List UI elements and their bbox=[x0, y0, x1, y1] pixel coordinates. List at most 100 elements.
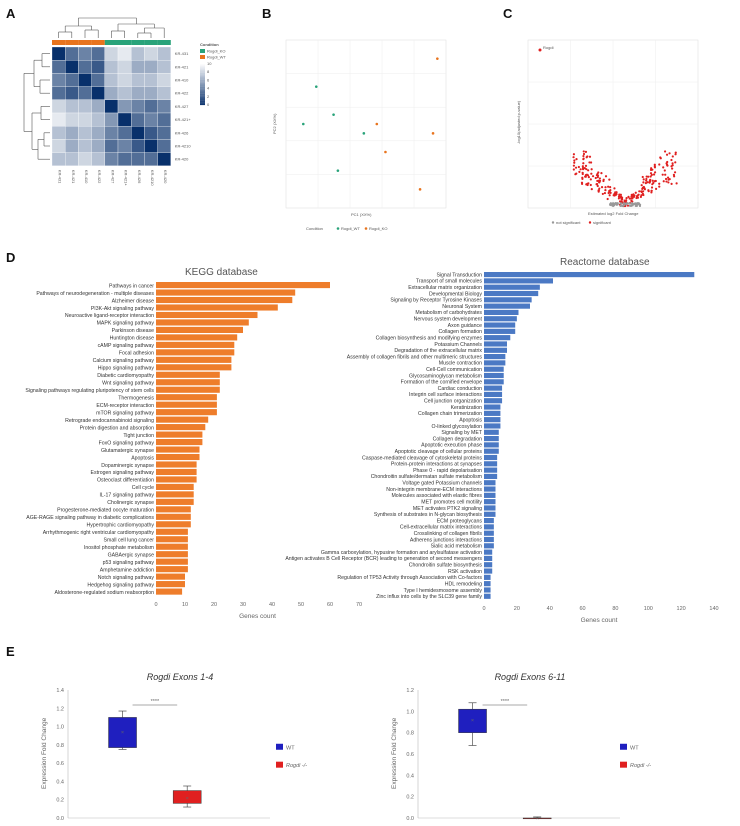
volcano-point bbox=[600, 171, 603, 175]
bar bbox=[156, 409, 217, 416]
volcano-point bbox=[600, 186, 604, 189]
bar bbox=[484, 518, 494, 524]
volcano-point bbox=[650, 186, 654, 189]
pca-point bbox=[418, 188, 422, 191]
volcano-point bbox=[613, 203, 616, 206]
color-scale-step bbox=[200, 100, 205, 103]
volcano-point bbox=[584, 175, 587, 178]
bar bbox=[156, 334, 238, 341]
volcano-point bbox=[587, 169, 590, 172]
bar-category-label: FoxO signaling pathway bbox=[99, 440, 155, 446]
volcano-point bbox=[573, 161, 576, 164]
box-mean-marker: × bbox=[186, 796, 189, 802]
bar-category-label: PI3K-Akt signaling pathway bbox=[91, 306, 155, 312]
bar-category-label: cAMP signaling pathway bbox=[98, 343, 155, 349]
volcano-point bbox=[586, 155, 589, 158]
heatmap-cell bbox=[78, 139, 92, 153]
volcano-point bbox=[596, 184, 599, 188]
heatmap-cell bbox=[104, 126, 119, 140]
bar-category-label: Degradation of the extracellular matrix bbox=[394, 348, 482, 354]
bar bbox=[484, 379, 504, 385]
heatmap-cell bbox=[51, 73, 66, 87]
bar bbox=[484, 297, 532, 303]
heatmap-col-label: KR-410 bbox=[84, 170, 89, 184]
volcano-legend-marker bbox=[551, 221, 555, 224]
volcano-point bbox=[588, 161, 591, 164]
bar-category-label: Axon guidance bbox=[448, 323, 482, 329]
bar-category-label: Diabetic cardiomyopathy bbox=[97, 373, 154, 379]
volcano-point bbox=[586, 174, 590, 177]
heatmap-cell bbox=[91, 73, 105, 87]
volcano-point bbox=[594, 176, 597, 180]
volcano-point bbox=[581, 168, 585, 171]
bar bbox=[484, 543, 494, 549]
x-tick-label: 30 bbox=[240, 602, 246, 608]
x-tick-label: 140 bbox=[709, 606, 718, 612]
bar-category-label: Zinc influx into cells by the SLC39 gene… bbox=[376, 594, 482, 600]
bar bbox=[156, 528, 188, 535]
volcano-point bbox=[642, 193, 645, 197]
volcano-point bbox=[651, 168, 654, 171]
bar-category-label: Voltage gated Potassium channels bbox=[402, 481, 482, 487]
bar bbox=[484, 322, 516, 328]
volcano-point bbox=[666, 164, 669, 167]
volcano-point bbox=[582, 157, 585, 160]
volcano-point bbox=[621, 204, 624, 208]
bar-category-label: ECM-receptor interaction bbox=[96, 403, 154, 409]
pca-panel: PC1 (XX%) PC2 (XX%) Condition Rogdi_WT Rogdi… bbox=[272, 39, 447, 231]
boxplot-title: Rogdi Exons 6-11 bbox=[495, 672, 566, 682]
color-scale-step bbox=[200, 63, 205, 65]
volcano-point bbox=[665, 153, 669, 156]
volcano-point bbox=[626, 204, 630, 207]
volcano-point bbox=[573, 159, 576, 162]
color-scale-tick: 2 bbox=[207, 94, 210, 99]
color-scale-step bbox=[200, 82, 205, 85]
heatmap-legend-title: Condition bbox=[200, 42, 219, 47]
x-tick-label: 40 bbox=[269, 602, 275, 608]
bar bbox=[156, 513, 191, 520]
x-tick-label: 80 bbox=[612, 606, 618, 612]
condition-bar-cell bbox=[52, 40, 66, 45]
bar bbox=[484, 499, 496, 505]
panel-label-a: A bbox=[6, 6, 16, 21]
x-tick-label: 40 bbox=[547, 606, 553, 612]
color-scale-tick: 0 bbox=[207, 102, 210, 107]
heatmap-cell bbox=[51, 139, 66, 153]
bar-category-label: Alzheimer disease bbox=[112, 298, 154, 304]
volcano-point bbox=[611, 202, 614, 205]
volcano-point bbox=[634, 191, 637, 194]
y-axis-label: Expression Fold Change bbox=[41, 717, 48, 789]
heatmap-cell bbox=[157, 99, 171, 114]
color-scale-tick: 4 bbox=[207, 86, 210, 91]
bar-category-label: Collagen biosynthesis and modifying enzy… bbox=[376, 335, 483, 341]
volcano-point bbox=[602, 179, 605, 183]
bar-category-label: Phase 0 - rapid depolarisation bbox=[413, 468, 482, 474]
bar bbox=[156, 446, 200, 453]
bar-category-label: Aldosterone-regulated sodium reabsorptio… bbox=[55, 590, 155, 596]
bar bbox=[156, 453, 200, 461]
volcano-point bbox=[622, 202, 626, 205]
volcano-point bbox=[607, 185, 610, 188]
bar-category-label: Progesterone-mediated oocyte maturation bbox=[57, 508, 154, 514]
y-tick-label: 1.2 bbox=[406, 688, 414, 694]
volcano-point bbox=[646, 181, 649, 184]
heatmap-cell bbox=[91, 46, 105, 61]
volcano-point bbox=[590, 172, 593, 175]
color-scale-step bbox=[200, 77, 205, 79]
box-mean-marker: × bbox=[121, 730, 124, 736]
bar-category-label: Cholinergic synapse bbox=[107, 500, 154, 506]
volcano-point bbox=[575, 172, 578, 175]
volcano-point bbox=[670, 158, 673, 162]
heatmap-cell bbox=[117, 60, 132, 74]
heatmap-cell bbox=[104, 46, 119, 61]
condition-bar-cell bbox=[144, 40, 158, 45]
bar bbox=[484, 480, 496, 486]
condition-bar-cell bbox=[91, 40, 105, 45]
volcano-point bbox=[538, 48, 542, 52]
bar-category-label: O-linked glycosylation bbox=[432, 424, 483, 430]
y-tick-label: 1.4 bbox=[56, 688, 64, 694]
bar bbox=[484, 473, 498, 480]
bar bbox=[484, 448, 499, 454]
color-scale-step bbox=[200, 85, 205, 87]
